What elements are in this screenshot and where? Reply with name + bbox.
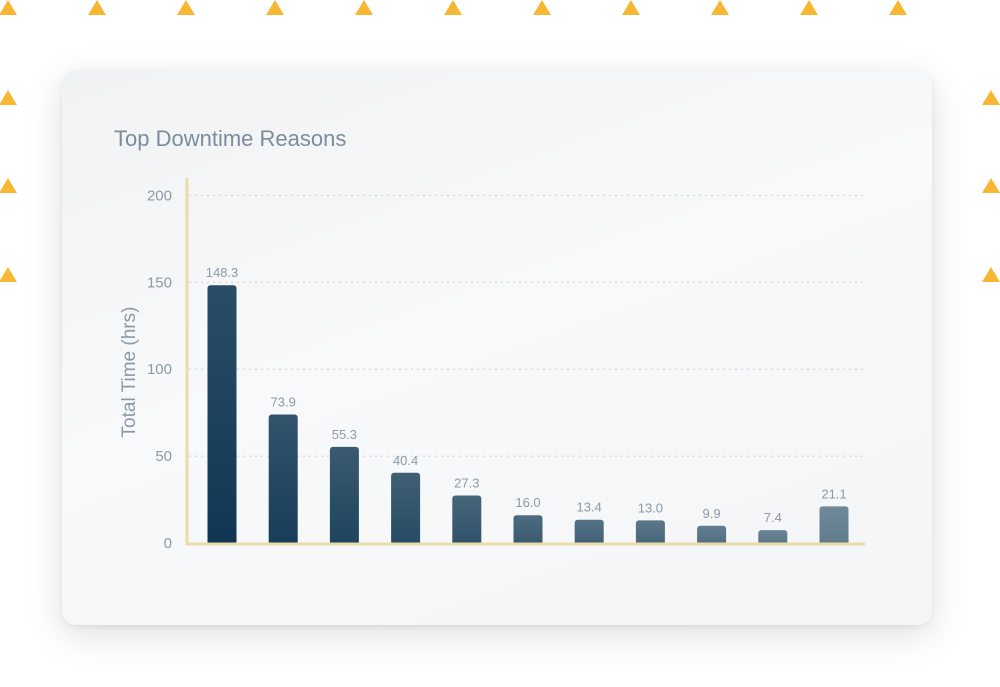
bar-value-label: 55.3 — [332, 427, 357, 442]
bar — [513, 515, 543, 545]
bar-value-label: 13.0 — [638, 500, 663, 515]
triangle-decor-icon — [0, 178, 17, 193]
bar — [268, 414, 298, 545]
y-tick-label: 50 — [155, 448, 172, 465]
triangle-decor-icon — [800, 0, 818, 15]
bar — [452, 495, 482, 545]
bar-value-label: 9.9 — [703, 506, 721, 521]
triangle-decor-icon — [0, 267, 17, 282]
triangle-decor-icon — [889, 0, 907, 15]
bar — [391, 472, 421, 545]
bar-value-label: 16.0 — [515, 495, 540, 510]
bar-chart: 0 50 100 150 200 148.3 73.9 55.3 40.4 27.3 16.0 13.… — [147, 178, 865, 552]
triangle-decor-icon — [444, 0, 462, 15]
triangle-decor-icon — [982, 267, 1000, 282]
bar — [758, 530, 788, 545]
bar-value-label: 21.1 — [821, 486, 846, 501]
bar-value-label: 40.4 — [393, 453, 418, 468]
triangle-decor-icon — [177, 0, 195, 15]
bar — [329, 446, 359, 545]
triangle-decor-icon — [88, 0, 106, 15]
triangle-decor-icon — [0, 0, 17, 15]
triangle-decor-icon — [355, 0, 373, 15]
bar — [207, 285, 237, 545]
y-tick-label: 0 — [164, 535, 172, 552]
triangle-decor-icon — [266, 0, 284, 15]
bar-value-label: 27.3 — [454, 476, 479, 491]
bar-value-label: 148.3 — [206, 265, 239, 280]
triangle-decor-icon — [982, 90, 1000, 105]
triangle-decor-icon — [982, 178, 1000, 193]
bar-value-label: 73.9 — [271, 395, 296, 410]
y-tick-label: 150 — [147, 274, 172, 291]
bar — [819, 506, 849, 545]
triangle-decor-icon — [711, 0, 729, 15]
bar — [635, 520, 665, 545]
bar — [574, 519, 604, 545]
triangle-decor-icon — [533, 0, 551, 15]
y-tick-label: 100 — [147, 361, 172, 378]
triangle-decor-icon — [0, 90, 17, 105]
y-tick-label: 200 — [147, 187, 172, 204]
bar — [697, 525, 727, 545]
chart-title: Top Downtime Reasons — [114, 126, 347, 151]
bar-value-label: 13.4 — [577, 500, 602, 515]
triangle-decor-icon — [622, 0, 640, 15]
bar-value-label: 7.4 — [764, 510, 782, 525]
